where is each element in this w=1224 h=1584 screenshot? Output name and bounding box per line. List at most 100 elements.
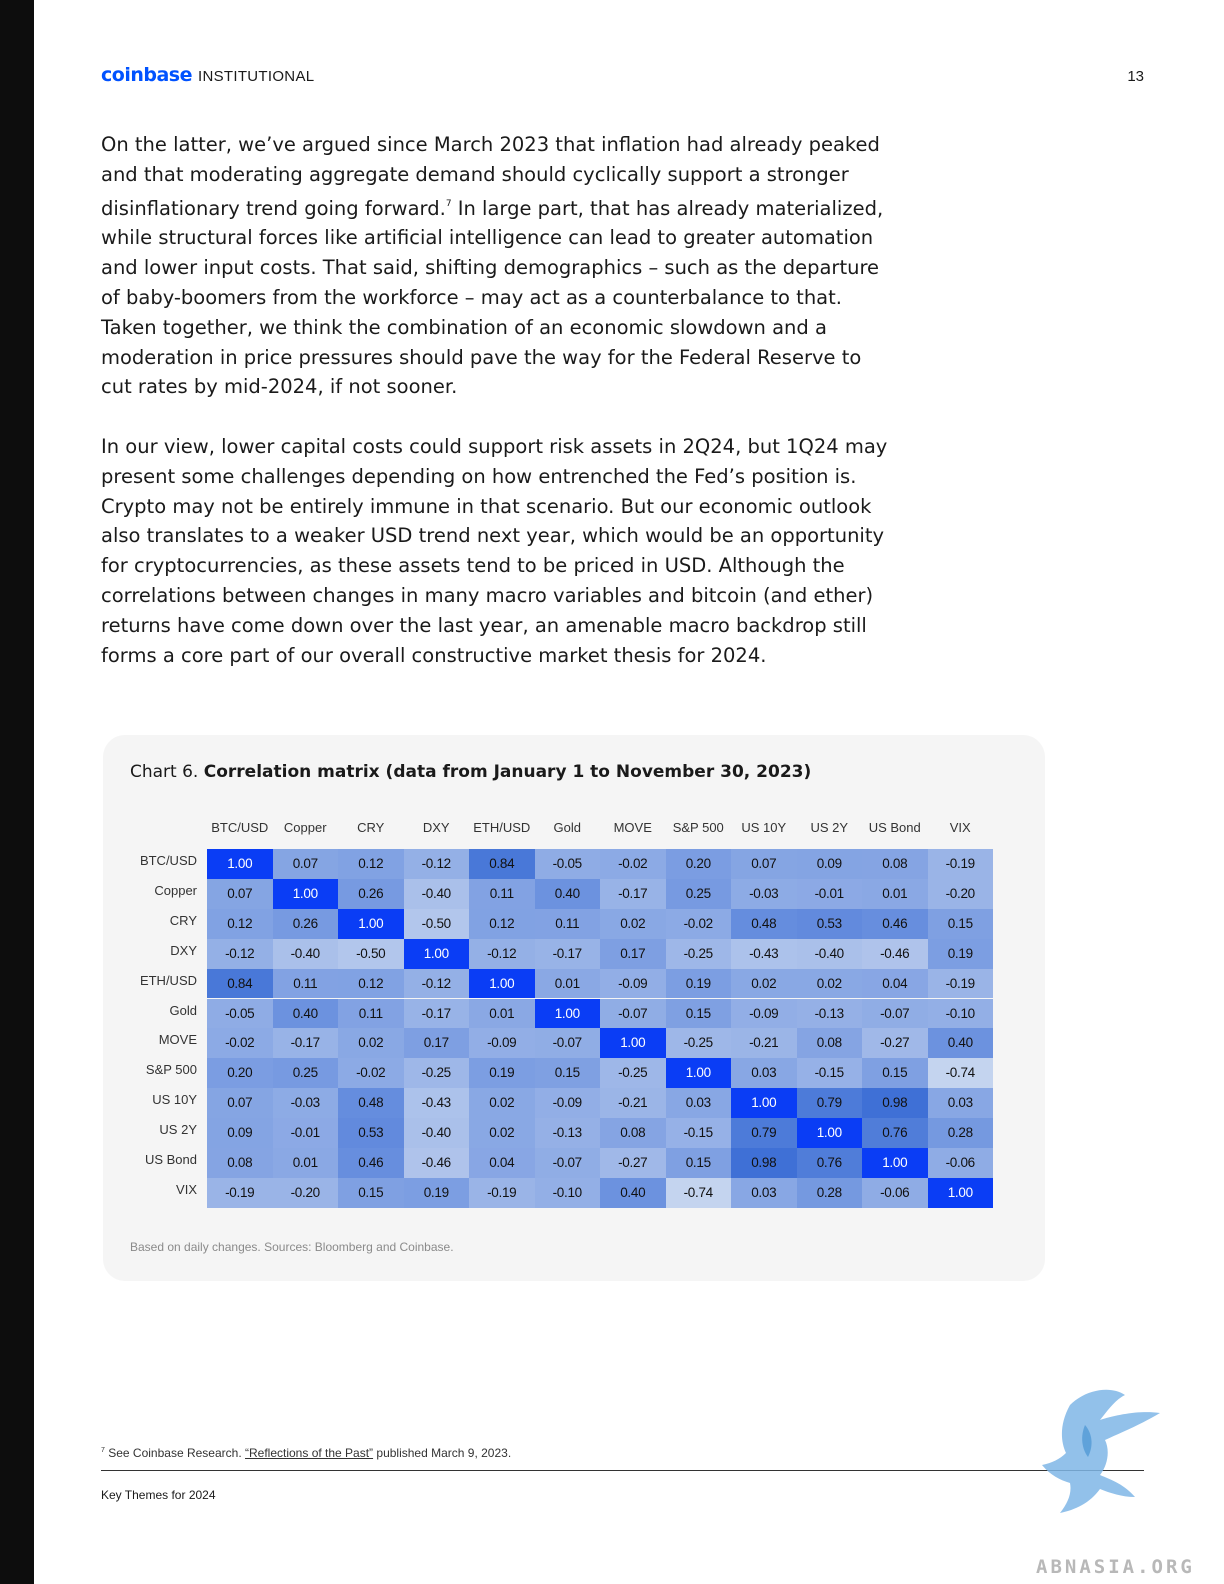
matrix-cell: 0.79 [796, 1088, 862, 1119]
matrix-cell: 0.98 [731, 1148, 797, 1178]
row-header: Gold [169, 1002, 197, 1018]
matrix-cell: 0.17 [600, 938, 666, 969]
body-text: On the latter, we’ve argued since March … [101, 130, 891, 700]
row-header: S&P 500 [145, 1062, 197, 1078]
page-number: 13 [1127, 68, 1144, 85]
matrix-cell: -0.09 [469, 1028, 535, 1059]
matrix-cell: 0.20 [665, 849, 731, 879]
page-edge-bar [0, 0, 34, 1584]
matrix-cell: 1.00 [207, 849, 273, 879]
row-header: US 10Y [152, 1092, 197, 1108]
matrix-cell: 0.11 [272, 968, 338, 999]
matrix-cell: 0.28 [796, 1177, 862, 1208]
matrix-cell: 0.25 [665, 878, 731, 909]
matrix-cell: 0.07 [272, 849, 338, 879]
matrix-cell: -0.01 [272, 1118, 338, 1148]
brand-header: coinbase INSTITUTIONAL [101, 64, 314, 86]
matrix-cell: 0.98 [862, 1088, 928, 1119]
matrix-cell: -0.07 [862, 998, 928, 1029]
matrix-cell: 1.00 [600, 1028, 666, 1059]
griffin-logo-icon [1042, 1389, 1160, 1513]
matrix-cell: -0.17 [403, 998, 469, 1029]
column-header: VIX [949, 820, 971, 835]
row-header: US Bond [144, 1152, 197, 1167]
footnote-link[interactable]: “Reflections of the Past” [245, 1446, 374, 1460]
matrix-cell: -0.12 [403, 968, 469, 999]
row-header: MOVE [158, 1032, 197, 1048]
matrix-cell: 0.12 [207, 908, 273, 939]
matrix-cell: -0.01 [796, 878, 862, 909]
matrix-cell: 1.00 [338, 908, 404, 939]
matrix-cell: -0.46 [862, 938, 928, 969]
matrix-cell: -0.19 [207, 1177, 273, 1208]
matrix-cell: 0.12 [338, 968, 404, 999]
matrix-cell: 0.48 [338, 1088, 404, 1119]
matrix-cell: 1.00 [731, 1088, 797, 1119]
matrix-cell: 0.01 [469, 998, 535, 1029]
matrix-cell: -0.05 [534, 849, 600, 879]
matrix-cell: 1.00 [796, 1118, 862, 1148]
footer-title: Key Themes for 2024 [101, 1488, 216, 1502]
matrix-cell: -0.17 [534, 938, 600, 969]
column-header: S&P 500 [672, 820, 724, 835]
matrix-cell: 0.02 [469, 1118, 535, 1148]
row-header: Copper [154, 882, 197, 898]
matrix-cell: 0.15 [862, 1058, 928, 1089]
matrix-cell: 0.19 [469, 1058, 535, 1089]
matrix-cell: 0.79 [731, 1118, 797, 1148]
matrix-cell: -0.13 [796, 998, 862, 1029]
matrix-cell: 0.07 [207, 878, 273, 909]
matrix-cell: -0.17 [272, 1028, 338, 1059]
matrix-cell: 0.19 [665, 968, 731, 999]
chart-title: Chart 6. Correlation matrix (data from J… [130, 762, 812, 782]
matrix-cell: -0.50 [403, 908, 469, 939]
matrix-cell: 0.02 [469, 1088, 535, 1119]
matrix-cell: 0.09 [796, 849, 862, 879]
matrix-cell: -0.74 [665, 1177, 731, 1208]
matrix-cell: 0.01 [862, 878, 928, 909]
matrix-cell: 0.76 [862, 1118, 928, 1148]
matrix-cell: -0.46 [403, 1148, 469, 1178]
matrix-cell: 0.25 [272, 1058, 338, 1089]
matrix-cell: -0.02 [207, 1028, 273, 1059]
matrix-cell: 0.19 [403, 1177, 469, 1208]
matrix-cell: 0.84 [469, 849, 535, 879]
matrix-cell: 0.12 [338, 849, 404, 879]
matrix-cell: -0.09 [534, 1088, 600, 1119]
matrix-cell: 0.02 [600, 908, 666, 939]
matrix-cell: -0.40 [403, 1118, 469, 1148]
footnote-ref[interactable]: 7 [445, 198, 452, 209]
matrix-cell: -0.43 [403, 1088, 469, 1119]
matrix-cell: 1.00 [403, 938, 469, 969]
matrix-cell: -0.07 [534, 1028, 600, 1059]
matrix-cell: -0.10 [927, 998, 993, 1029]
matrix-cell: 0.15 [534, 1058, 600, 1089]
column-header: DXY [422, 820, 450, 835]
row-header: ETH/USD [139, 972, 197, 988]
matrix-cell: 0.15 [338, 1177, 404, 1208]
matrix-cell: 0.40 [534, 878, 600, 909]
matrix-cell: 0.17 [403, 1028, 469, 1059]
matrix-cell: 0.26 [338, 878, 404, 909]
matrix-cell: -0.40 [796, 938, 862, 969]
matrix-cell: -0.12 [469, 938, 535, 969]
chart-card: Chart 6. Correlation matrix (data from J… [103, 735, 1045, 1281]
matrix-cell: -0.21 [731, 1028, 797, 1059]
row-header: US 2Y [159, 1122, 197, 1138]
brand-subtitle: INSTITUTIONAL [197, 68, 315, 85]
matrix-cell: 1.00 [272, 878, 338, 909]
matrix-cell: 0.02 [731, 968, 797, 999]
coinbase-logo: coinbase [101, 64, 192, 86]
column-header: Copper [283, 820, 327, 835]
matrix-cell: -0.20 [272, 1177, 338, 1208]
row-header: BTC/USD [139, 853, 197, 868]
matrix-cell: -0.02 [665, 908, 731, 939]
matrix-cell: -0.21 [600, 1088, 666, 1119]
matrix-cell: -0.40 [403, 878, 469, 909]
column-header: BTC/USD [211, 820, 269, 835]
row-header: DXY [170, 942, 197, 958]
matrix-cell: 0.84 [207, 968, 273, 999]
matrix-cell: -0.09 [600, 968, 666, 999]
matrix-cell: 0.04 [862, 968, 928, 999]
matrix-cell: -0.25 [403, 1058, 469, 1089]
